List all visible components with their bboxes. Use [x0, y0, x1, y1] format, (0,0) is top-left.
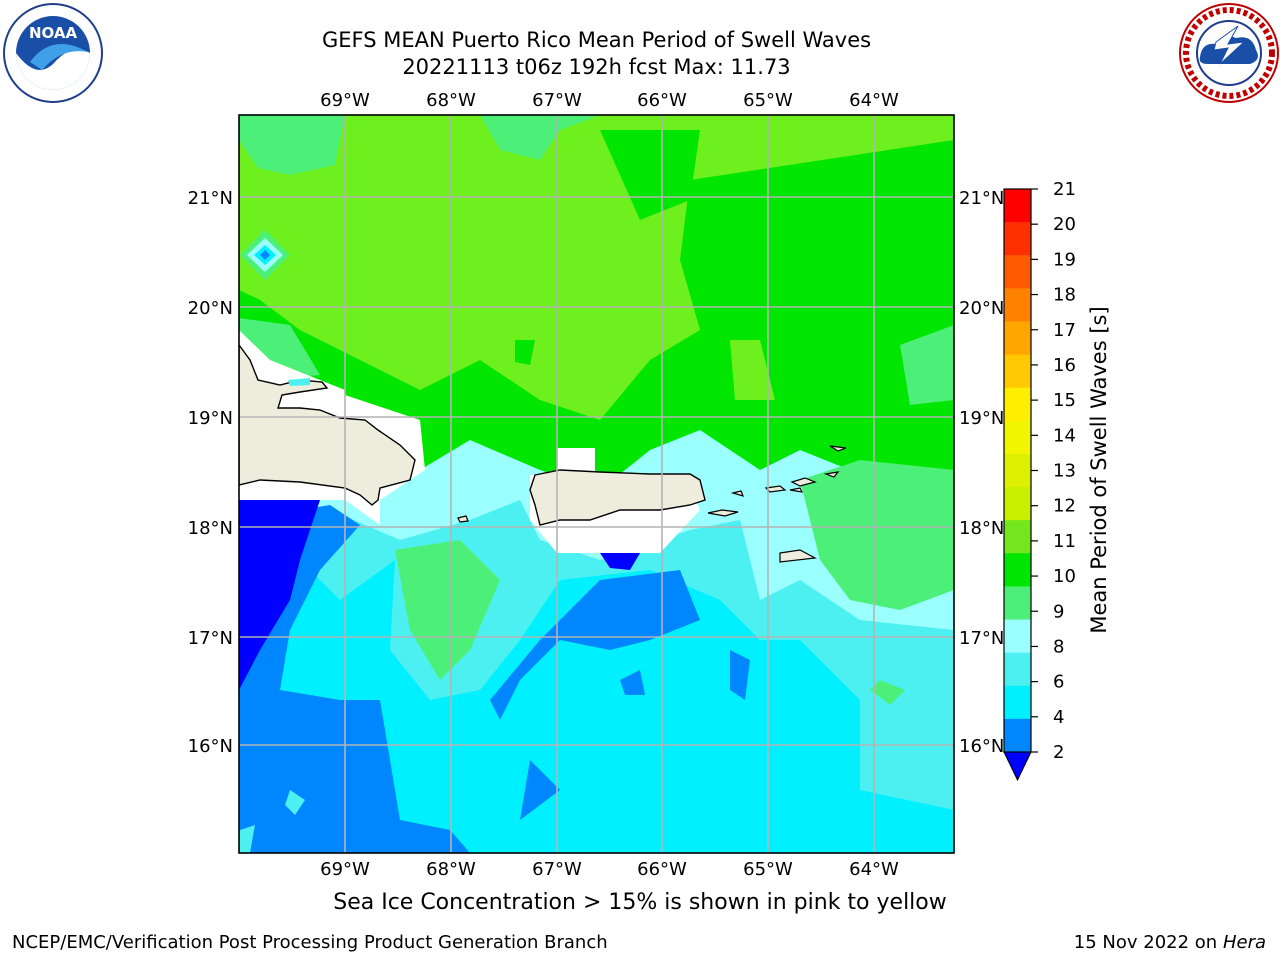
colorbar-tick-label: 16 [1053, 355, 1076, 376]
noaa-logo: NOAA [2, 2, 104, 104]
colorbar-tick-label: 12 [1053, 496, 1076, 517]
colorbar-swatch [1004, 387, 1031, 422]
colorbar-tick-label: 2 [1053, 742, 1064, 763]
colorbar-swatch [1004, 288, 1031, 322]
contour-fill [239, 115, 954, 853]
lon-label: 66°W [637, 859, 687, 880]
lon-label: 67°W [532, 90, 582, 111]
colorbar-swatch [1004, 520, 1031, 554]
colorbar-swatch [1004, 619, 1031, 654]
lon-label: 68°W [426, 90, 476, 111]
lon-label: 64°W [849, 859, 899, 880]
colorbar: 21 20 19 18 17 16 15 14 13 12 11 10 9 8 6 4 2 [1003, 179, 1076, 782]
colorbar-tick-label: 18 [1053, 285, 1076, 306]
lon-labels-bottom: 69°W 68°W 67°W 66°W 65°W 64°W [320, 859, 899, 880]
colorbar-tick-label: 21 [1053, 179, 1076, 200]
lat-label: 18°N [959, 518, 1004, 539]
colorbar-swatch [1004, 685, 1031, 720]
lat-label: 18°N [188, 518, 233, 539]
lat-label: 16°N [188, 736, 233, 757]
colorbar-swatch [1004, 652, 1031, 687]
colorbar-swatch [1004, 586, 1031, 621]
colorbar-swatch [1004, 553, 1031, 587]
lat-labels-right: 21°N 20°N 19°N 18°N 17°N 16°N [959, 188, 1004, 757]
colorbar-tick-label: 4 [1053, 707, 1064, 728]
colorbar-tick-label: 8 [1053, 636, 1064, 657]
colorbar-swatch [1004, 321, 1031, 356]
colorbar-tick-label: 14 [1053, 425, 1076, 446]
lat-label: 21°N [188, 188, 233, 209]
lat-label: 16°N [959, 736, 1004, 757]
footer-date-text: 15 Nov 2022 on [1073, 932, 1218, 953]
colorbar-tick-label: 15 [1053, 390, 1076, 411]
colorbar-swatch [1004, 354, 1031, 389]
colorbar-tick-label: 9 [1053, 601, 1064, 622]
lon-label: 68°W [426, 859, 476, 880]
lon-label: 69°W [320, 859, 370, 880]
lat-label: 19°N [959, 408, 1004, 429]
map-subtitle-run: 20221113 t06z 192h fcst Max: 11.73 [402, 55, 791, 79]
map-gridlines [239, 115, 954, 853]
lat-label: 17°N [188, 628, 233, 649]
lat-labels-left: 21°N 20°N 19°N 18°N 17°N 16°N [188, 188, 233, 757]
colorbar-tick-label: 20 [1053, 214, 1076, 235]
sea-ice-note: Sea Ice Concentration > 15% is shown in … [333, 890, 947, 915]
lon-label: 64°W [849, 90, 899, 111]
lon-label: 65°W [743, 90, 793, 111]
colorbar-tick-label: 6 [1053, 672, 1064, 693]
lon-label: 65°W [743, 859, 793, 880]
colorbar-swatch [1004, 189, 1031, 223]
colorbar-tick-label: 11 [1053, 531, 1076, 552]
colorbar-tick-label: 17 [1053, 320, 1076, 341]
colorbar-tick-label: 19 [1053, 249, 1076, 270]
colorbar-swatch [1004, 453, 1031, 488]
footer-date: 15 Nov 2022 on Hera [1074, 932, 1266, 953]
map-title: GEFS MEAN Puerto Rico Mean Period of Swe… [321, 28, 872, 52]
colorbar-label: Mean Period of Swell Waves [s] [1087, 306, 1111, 633]
colorbar-tick-label: 10 [1053, 566, 1076, 587]
colorbar-swatch [1004, 255, 1031, 289]
colorbar-swatch [1004, 222, 1031, 256]
lon-labels-top: 69°W 68°W 67°W 66°W 65°W 64°W [320, 90, 899, 111]
colorbar-extend-arrow [1003, 751, 1032, 782]
footer-branch: NCEP/EMC/Verification Post Processing Pr… [12, 932, 608, 953]
lat-label: 21°N [959, 188, 1004, 209]
lon-label: 67°W [532, 859, 582, 880]
nws-logo [1178, 2, 1280, 104]
footer-machine: Hera [1222, 932, 1266, 953]
lat-label: 20°N [188, 298, 233, 319]
colorbar-swatch [1004, 487, 1031, 521]
lon-label: 66°W [637, 90, 687, 111]
colorbar-swatch [1004, 718, 1031, 753]
noaa-logo-text: NOAA [29, 24, 78, 42]
colorbar-tick-label: 13 [1053, 461, 1076, 482]
colorbar-swatch [1004, 420, 1031, 455]
lat-label: 19°N [188, 408, 233, 429]
lat-label: 17°N [959, 628, 1004, 649]
lat-label: 20°N [959, 298, 1004, 319]
lon-label: 69°W [320, 90, 370, 111]
map-frame [238, 114, 955, 854]
